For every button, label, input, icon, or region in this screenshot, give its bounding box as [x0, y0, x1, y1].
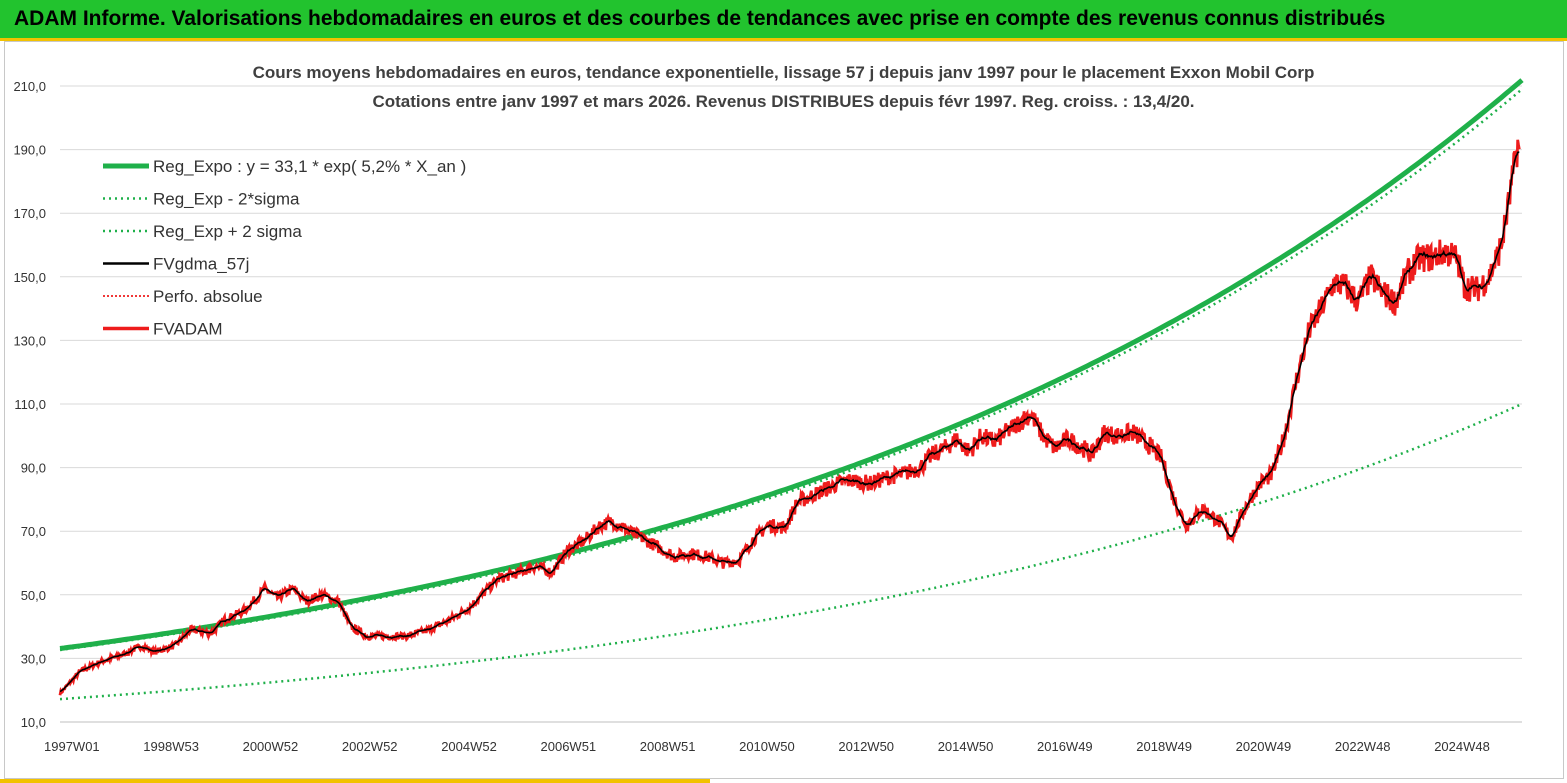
y-tick-label: 10,0	[21, 715, 46, 730]
chart-frame	[4, 41, 1564, 779]
y-tick-label: 170,0	[13, 206, 46, 221]
x-tick-label: 2024W48	[1434, 739, 1490, 754]
x-tick-label: 2004W52	[441, 739, 497, 754]
grid-lines	[60, 85, 1522, 723]
y-tick-label: 150,0	[13, 270, 46, 285]
x-tick-label: 2010W50	[739, 739, 795, 754]
y-tick-label: 70,0	[21, 524, 46, 539]
chart-title-line1: Cours moyens hebdomadaires en euros, ten…	[252, 63, 1315, 82]
chart-title-line2: Cotations entre janv 1997 et mars 2026. …	[372, 92, 1195, 111]
x-tick-label: 2002W52	[342, 739, 398, 754]
legend-label: FVADAM	[153, 320, 223, 339]
x-tick-label: 2014W50	[938, 739, 994, 754]
y-tick-label: 210,0	[13, 79, 46, 94]
legend-label: Perfo. absolue	[153, 287, 263, 306]
x-tick-label: 2012W50	[838, 739, 894, 754]
x-tick-label: 2020W49	[1236, 739, 1292, 754]
x-axis-ticks: 1997W01 1998W53 2000W52 2002W52 2004W52 2006W…	[44, 739, 1490, 754]
y-tick-label: 30,0	[21, 651, 46, 666]
y-axis-ticks: 10,0 30,0 50,0 70,0 90,0 110,0 130,0 150,0 170,0…	[13, 79, 46, 730]
fvgdma-57j-line	[59, 151, 1520, 693]
y-tick-label: 110,0	[14, 397, 46, 412]
x-tick-label: 2008W51	[640, 739, 696, 754]
series-group	[58, 78, 1524, 701]
x-tick-label: 2000W52	[243, 739, 299, 754]
x-tick-label: 2018W49	[1136, 739, 1192, 754]
reg-exp-minus-2-sigma-line	[59, 402, 1523, 701]
y-tick-label: 190,0	[13, 143, 46, 158]
y-tick-label: 90,0	[21, 461, 46, 476]
y-tick-label: 130,0	[13, 333, 46, 348]
y-tick-label: 50,0	[21, 588, 46, 603]
reg-expo-line	[59, 78, 1524, 651]
bottom-accent-strip	[0, 779, 710, 783]
legend-label: Reg_Expo : y = 33,1 * exp( 5,2% * X_an )	[153, 157, 466, 176]
x-tick-label: 1998W53	[143, 739, 199, 754]
legend-label: Reg_Exp - 2*sigma	[153, 190, 300, 209]
legend: Reg_Expo : y = 33,1 * exp( 5,2% * X_an )…	[103, 157, 466, 339]
x-tick-label: 2006W51	[541, 739, 597, 754]
legend-label: Reg_Exp + 2 sigma	[153, 222, 302, 241]
x-tick-label: 2022W48	[1335, 739, 1391, 754]
banner-underline	[0, 38, 1567, 41]
report-banner-title: ADAM Informe. Valorisations hebdomadaire…	[0, 0, 1567, 38]
x-tick-label: 1997W01	[44, 739, 100, 754]
x-tick-label: 2016W49	[1037, 739, 1093, 754]
legend-label: FVgdma_57j	[153, 255, 249, 274]
